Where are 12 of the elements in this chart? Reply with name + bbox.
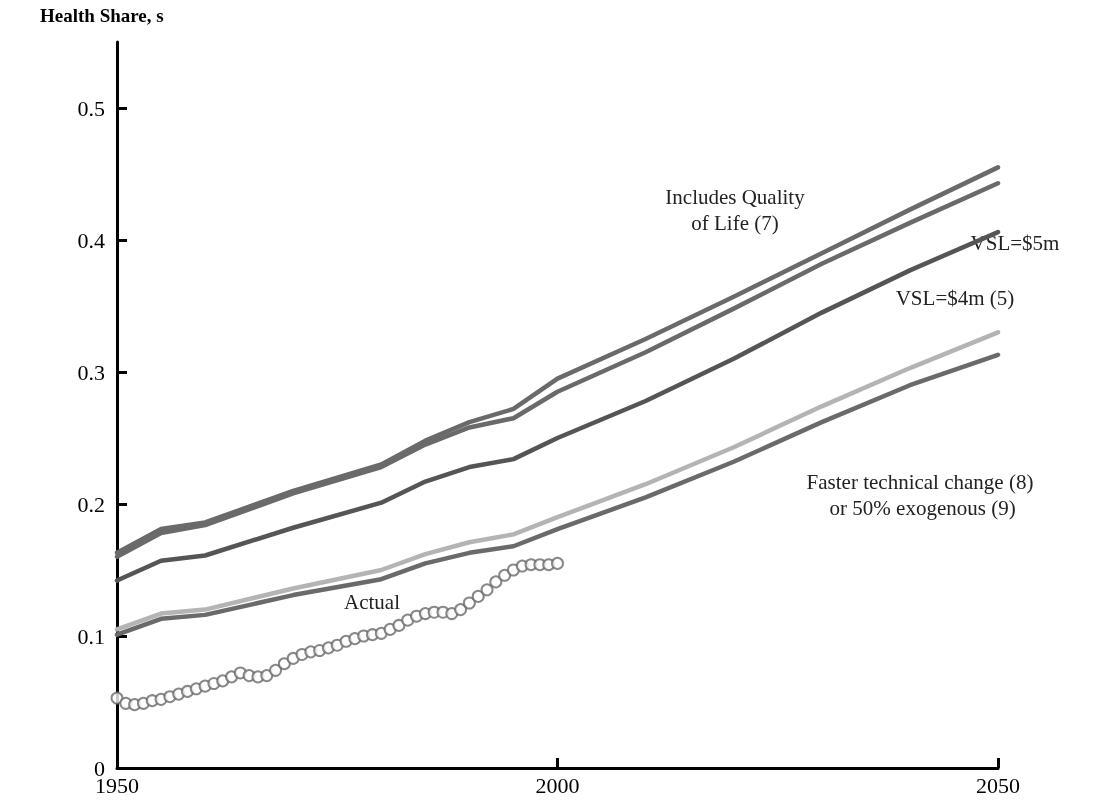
y-tick-label: 0.5 <box>77 95 105 121</box>
annotation: Faster technical change (8) or 50% exogenous (9) <box>806 470 1034 520</box>
x-tick-label: 2050 <box>976 772 1020 798</box>
annotation: Actual <box>344 590 401 614</box>
y-tick-label: 0.1 <box>77 623 105 649</box>
annotation: Includes Quality of Life (7) <box>665 185 806 235</box>
x-tick-label: 2000 <box>535 772 580 798</box>
y-tick-label: 0.4 <box>77 227 105 253</box>
y-axis-title: Health Share, s <box>40 5 164 26</box>
annotation: VSL=$4m (5) <box>895 286 1015 310</box>
y-tick-label: 0.3 <box>77 359 105 385</box>
y-tick-label: 0.2 <box>77 491 105 517</box>
